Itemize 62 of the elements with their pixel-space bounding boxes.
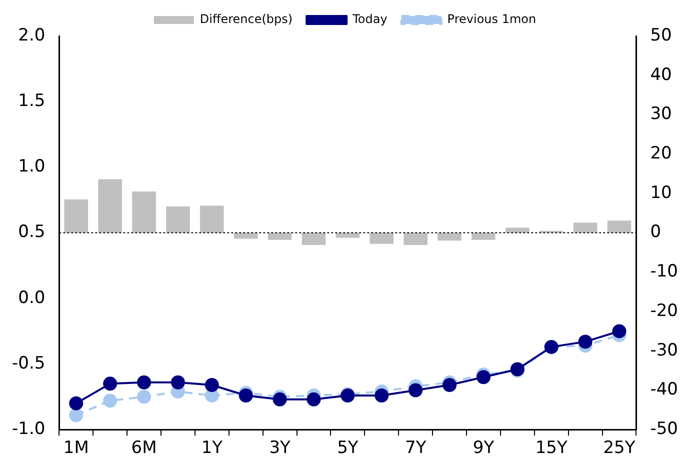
x-tick-label: 7Y (404, 438, 427, 458)
point (306, 392, 321, 406)
legend-label: Today (352, 12, 388, 26)
y2-tick-label: 20 (650, 144, 672, 164)
point (442, 378, 457, 392)
bar (268, 232, 292, 240)
y2-tick-label: 30 (650, 104, 672, 124)
y-tick-label: 1.5 (18, 91, 46, 112)
bar (607, 220, 632, 233)
y2-tick-label: -50 (650, 419, 678, 440)
bar (302, 232, 326, 245)
point (238, 388, 253, 402)
x-tick-label: 1Y (201, 438, 224, 458)
point (374, 388, 389, 402)
point (69, 396, 84, 410)
x-tick-label: 15Y (535, 438, 568, 458)
point (408, 383, 423, 398)
bar (506, 228, 530, 233)
y-tick-label: 0.5 (18, 222, 46, 242)
point (103, 376, 118, 391)
y2-tick-label: -30 (650, 340, 678, 360)
bar (472, 232, 496, 240)
legend-label: Previous 1mon (447, 12, 536, 26)
y-tick-label: 2.0 (18, 25, 46, 46)
y2-tick-label: 0 (650, 222, 662, 242)
y-tick-label: 1.0 (18, 156, 46, 177)
x-tick-label: 25Y (603, 438, 636, 458)
y2-tick-label: -10 (650, 262, 678, 282)
y2-tick-label: 40 (650, 64, 672, 85)
bar (404, 232, 428, 245)
point (204, 378, 219, 392)
y-tick-label: 0.0 (18, 288, 46, 308)
point (137, 375, 152, 390)
point (137, 390, 152, 404)
y2-tick-label: -40 (650, 380, 678, 400)
point (272, 392, 287, 406)
bar (200, 206, 224, 233)
y2-tick-label: -20 (650, 300, 678, 321)
bar (573, 222, 598, 233)
x-tick-label: 1M (63, 438, 89, 458)
legend-label: Difference(bps) (200, 12, 293, 26)
x-tick-label: 5Y (337, 438, 359, 458)
bar (64, 199, 88, 233)
y2-tick-label: 10 (650, 182, 672, 203)
x-tick-label: 6M (131, 438, 157, 458)
y-tick-label: -1.0 (12, 419, 46, 440)
point (170, 375, 185, 390)
bar (438, 232, 462, 241)
y-tick-label: -0.5 (12, 353, 46, 374)
y2-tick-label: 50 (650, 25, 672, 46)
point (578, 334, 592, 349)
x-tick-label: 9Y (472, 438, 495, 458)
bar (336, 232, 360, 238)
bar (98, 179, 122, 233)
point (612, 324, 626, 338)
point (476, 370, 490, 384)
bar (166, 206, 190, 233)
point (69, 408, 84, 422)
x-tick-label: 3Y (269, 438, 292, 458)
bar (370, 232, 394, 244)
point (103, 394, 118, 408)
bar (132, 191, 156, 233)
